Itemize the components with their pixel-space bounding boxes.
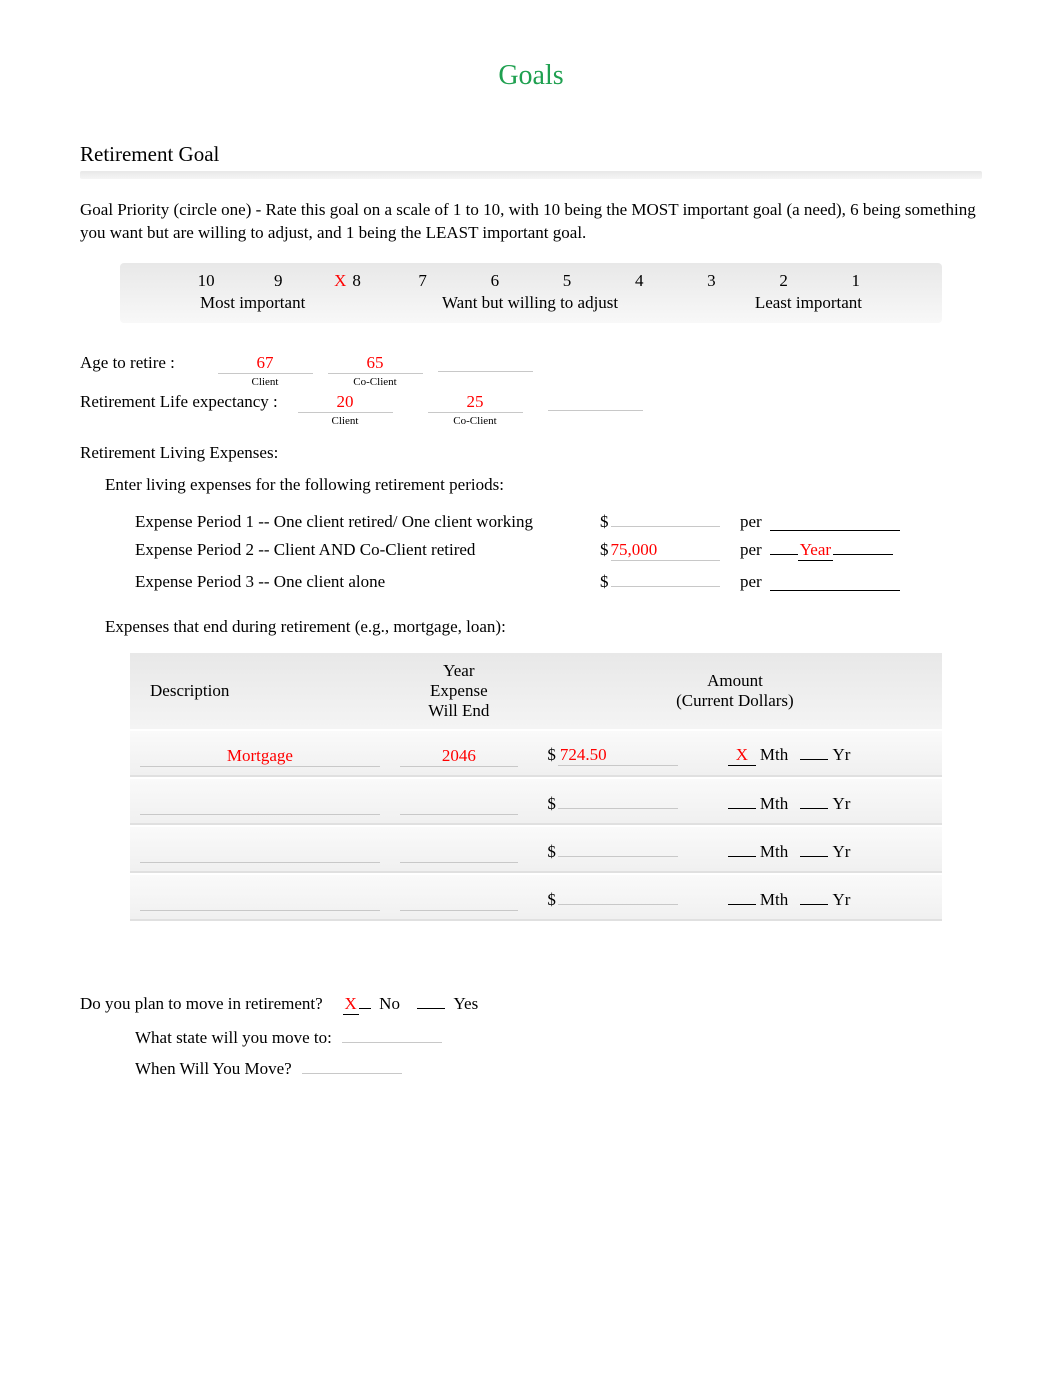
mth-label: Mth [760,794,788,814]
yr-label: Yr [832,794,850,814]
exp2-label: Expense Period 2 -- Client AND Co-Client… [135,540,600,560]
scale-4[interactable]: 4 [624,271,654,291]
row-desc[interactable]: Mortgage [140,746,380,767]
move-question-row: Do you plan to move in retirement? X No … [80,993,982,1015]
yr-label: Yr [832,842,850,862]
life-expectancy-label: Retirement Life expectancy : [80,392,290,412]
row-year[interactable]: 2046 [400,746,518,767]
per-label-1: per [740,512,762,532]
section-underline [80,171,982,179]
scale-2[interactable]: 2 [769,271,799,291]
exp3-per[interactable] [770,573,900,591]
yr-label: Yr [832,745,850,765]
row-mth-mark[interactable]: X [728,745,756,766]
table-row: $ Mth Yr [130,827,942,873]
priority-intro: Goal Priority (circle one) - Rate this g… [80,199,982,245]
exp3-label: Expense Period 3 -- One client alone [135,572,600,592]
move-no-label: No [379,994,400,1013]
th-amount: Amount (Current Dollars) [528,653,942,729]
per-label-3: per [740,572,762,592]
label-least-important: Least important [755,293,862,313]
row-mth-mark[interactable] [728,889,756,905]
coclient-sublabel: Co-Client [320,376,430,388]
row-year[interactable] [400,843,518,863]
life-expectancy-row: Retirement Life expectancy : 20 Client 2… [80,392,982,427]
client-life-sublabel: Client [290,415,400,427]
move-state-label: What state will you move to: [135,1028,332,1048]
exp1-amount[interactable] [611,509,721,527]
scale-8[interactable]: X8 [335,271,365,291]
client-life-exp[interactable]: 20 [290,392,400,412]
th-description: Description [130,653,390,729]
client-sublabel: Client [210,376,320,388]
per-label-2: per [740,540,762,560]
scale-9[interactable]: 9 [263,271,293,291]
expense-period-2: Expense Period 2 -- Client AND Co-Client… [135,540,982,561]
move-state-field[interactable] [342,1025,442,1043]
age-to-retire-row: Age to retire : 67 Client 65 Co-Client [80,353,982,388]
exp2-per[interactable]: Year [798,540,833,561]
expense-period-1: Expense Period 1 -- One client retired/ … [135,509,982,532]
selected-mark: X [334,271,346,290]
living-expenses-intro: Enter living expenses for the following … [105,475,982,495]
row-amount[interactable] [558,791,678,809]
move-yes-mark[interactable] [417,993,445,1009]
scale-10[interactable]: 10 [191,271,221,291]
table-row: Mortgage2046 $ 724.50 X Mth Yr [130,731,942,777]
scale-7[interactable]: 7 [408,271,438,291]
priority-scale: 10 9 X8 7 6 5 4 3 2 1 Most important Wan… [120,263,942,323]
expenses-end-table: Description Year Expense Will End Amount… [130,651,942,923]
exp1-label: Expense Period 1 -- One client retired/ … [135,512,600,532]
row-yr-mark[interactable] [800,793,828,809]
row-yr-mark[interactable] [800,841,828,857]
row-amount[interactable]: 724.50 [558,745,678,766]
age-to-retire-label: Age to retire : [80,353,210,373]
table-row: $ Mth Yr [130,875,942,921]
exp1-per[interactable] [770,513,900,531]
scale-1[interactable]: 1 [841,271,871,291]
row-mth-mark[interactable] [728,841,756,857]
row-desc[interactable] [140,795,380,815]
coclient-life-sublabel: Co-Client [420,415,530,427]
scale-5[interactable]: 5 [552,271,582,291]
mth-label: Mth [760,890,788,910]
row-amount[interactable] [558,887,678,905]
move-no-mark[interactable]: X [343,994,359,1015]
mth-label: Mth [760,745,788,765]
row-mth-mark[interactable] [728,793,756,809]
label-want-adjust: Want but willing to adjust [442,293,618,313]
exp2-amount[interactable]: 75,000 [611,540,721,561]
section-heading: Retirement Goal [80,142,982,167]
move-yes-label: Yes [453,994,478,1013]
label-most-important: Most important [200,293,305,313]
move-when-label: When Will You Move? [135,1059,292,1079]
move-when-field[interactable] [302,1056,402,1074]
table-row: $ Mth Yr [130,779,942,825]
expense-period-3: Expense Period 3 -- One client alone $ p… [135,569,982,592]
row-yr-mark[interactable] [800,889,828,905]
move-question: Do you plan to move in retirement? [80,994,323,1014]
row-amount[interactable] [558,839,678,857]
row-yr-mark[interactable] [800,744,828,760]
scale-3[interactable]: 3 [696,271,726,291]
yr-label: Yr [832,890,850,910]
living-expenses-heading: Retirement Living Expenses: [80,443,982,463]
page-title: Goals [80,60,982,92]
row-year[interactable] [400,795,518,815]
th-year: Year Expense Will End [390,653,528,729]
expenses-end-intro: Expenses that end during retirement (e.g… [105,617,982,637]
coclient-life-exp[interactable]: 25 [420,392,530,412]
row-desc[interactable] [140,843,380,863]
row-desc[interactable] [140,891,380,911]
scale-8-num: 8 [352,271,361,290]
exp3-amount[interactable] [611,569,721,587]
client-retire-age[interactable]: 67 [210,353,320,373]
scale-6[interactable]: 6 [480,271,510,291]
row-year[interactable] [400,891,518,911]
mth-label: Mth [760,842,788,862]
coclient-retire-age[interactable]: 65 [320,353,430,373]
